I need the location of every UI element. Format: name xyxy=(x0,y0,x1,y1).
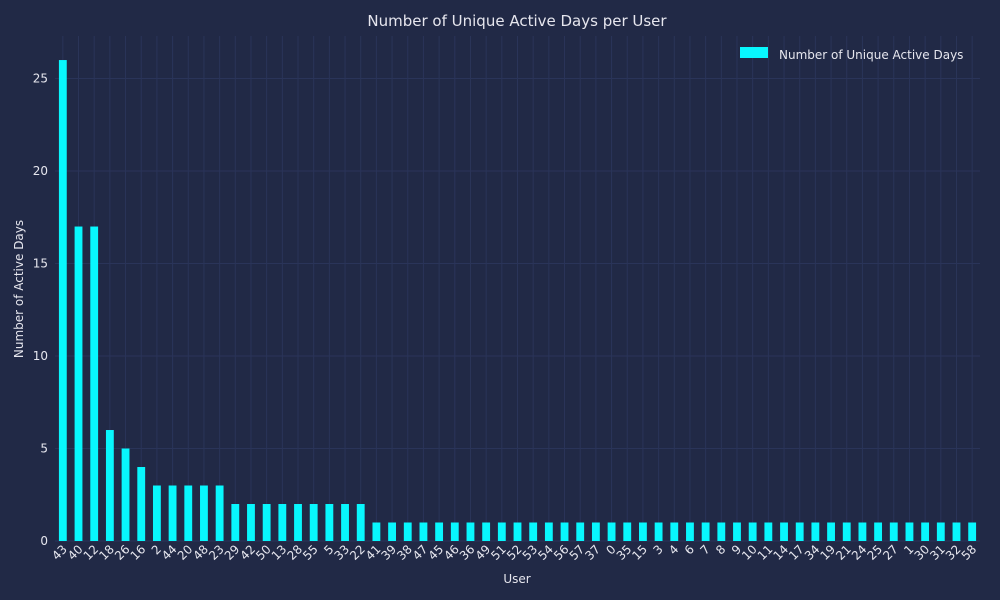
bar-user-49 xyxy=(482,523,490,541)
x-tick-label: 3 xyxy=(650,542,665,557)
y-axis-ticks: 0 5 10 15 20 25 xyxy=(33,72,48,548)
bar-user-7 xyxy=(702,523,710,541)
bar-user-56 xyxy=(561,523,569,541)
bar-user-21 xyxy=(843,523,851,541)
x-tick-label: 6 xyxy=(682,542,697,557)
x-tick-label: 7 xyxy=(697,542,712,557)
bar-user-42 xyxy=(247,504,255,541)
bar-user-12 xyxy=(90,227,98,541)
bar-user-19 xyxy=(827,523,835,541)
chart-title: Number of Unique Active Days per User xyxy=(367,12,667,30)
x-tick-label: 4 xyxy=(666,542,681,557)
bar-user-53 xyxy=(529,523,537,541)
bar-user-43 xyxy=(59,60,67,541)
bar-user-40 xyxy=(75,227,83,541)
bar-user-47 xyxy=(420,523,428,541)
bar-user-8 xyxy=(717,523,725,541)
bar-user-50 xyxy=(263,504,271,541)
bar-user-57 xyxy=(576,523,584,541)
x-axis-label: User xyxy=(503,572,530,586)
y-tick-label: 25 xyxy=(33,72,48,86)
bar-user-41 xyxy=(372,523,380,541)
x-tick-label: 58 xyxy=(959,542,980,563)
bar-user-24 xyxy=(858,523,866,541)
bar-user-55 xyxy=(310,504,318,541)
y-tick-label: 5 xyxy=(40,442,48,456)
bar-user-36 xyxy=(467,523,475,541)
bar-user-15 xyxy=(639,523,647,541)
legend: Number of Unique Active Days xyxy=(740,47,963,62)
bar-user-37 xyxy=(592,523,600,541)
bar-user-33 xyxy=(341,504,349,541)
bar-user-16 xyxy=(137,467,145,541)
y-tick-label: 10 xyxy=(33,349,48,363)
bar-user-5 xyxy=(325,504,333,541)
bar-user-25 xyxy=(874,523,882,541)
bar-user-20 xyxy=(184,486,192,541)
bar-user-27 xyxy=(890,523,898,541)
bar-user-58 xyxy=(968,523,976,541)
legend-label: Number of Unique Active Days xyxy=(779,48,963,62)
bar-user-14 xyxy=(780,523,788,541)
bar-user-3 xyxy=(655,523,663,541)
x-tick-label: 15 xyxy=(629,542,650,563)
bar-user-39 xyxy=(388,523,396,541)
x-tick-label: 37 xyxy=(582,542,603,563)
x-tick-label: 8 xyxy=(713,542,728,557)
bar-user-9 xyxy=(733,523,741,541)
bar-user-6 xyxy=(686,523,694,541)
bar-user-38 xyxy=(404,523,412,541)
x-tick-label: 55 xyxy=(300,542,321,563)
x-tick-label: 16 xyxy=(128,542,149,563)
bar-user-34 xyxy=(811,523,819,541)
bar-user-11 xyxy=(764,523,772,541)
x-tick-label: 27 xyxy=(880,542,901,563)
grid xyxy=(55,36,980,541)
bar-user-17 xyxy=(796,523,804,541)
bar-user-31 xyxy=(937,523,945,541)
bar-user-23 xyxy=(216,486,224,541)
bar-user-2 xyxy=(153,486,161,541)
y-tick-label: 0 xyxy=(40,534,48,548)
bar-user-28 xyxy=(294,504,302,541)
y-tick-label: 20 xyxy=(33,164,48,178)
bar-user-51 xyxy=(498,523,506,541)
bar-user-35 xyxy=(623,523,631,541)
bar-user-10 xyxy=(749,523,757,541)
y-axis-label: Number of Active Days xyxy=(12,220,26,358)
y-tick-label: 15 xyxy=(33,257,48,271)
bar-user-22 xyxy=(357,504,365,541)
legend-swatch xyxy=(740,47,768,58)
bar-user-13 xyxy=(278,504,286,541)
bar-user-1 xyxy=(906,523,914,541)
bar-user-0 xyxy=(608,523,616,541)
bar-user-54 xyxy=(545,523,553,541)
bar-user-52 xyxy=(514,523,522,541)
bar-user-4 xyxy=(670,523,678,541)
bar-user-45 xyxy=(435,523,443,541)
bar-user-48 xyxy=(200,486,208,541)
bar-user-30 xyxy=(921,523,929,541)
bar-user-29 xyxy=(231,504,239,541)
bar-user-44 xyxy=(169,486,177,541)
bar-user-26 xyxy=(122,449,130,541)
bar-user-46 xyxy=(451,523,459,541)
bar-user-32 xyxy=(953,523,961,541)
bar-user-18 xyxy=(106,430,114,541)
